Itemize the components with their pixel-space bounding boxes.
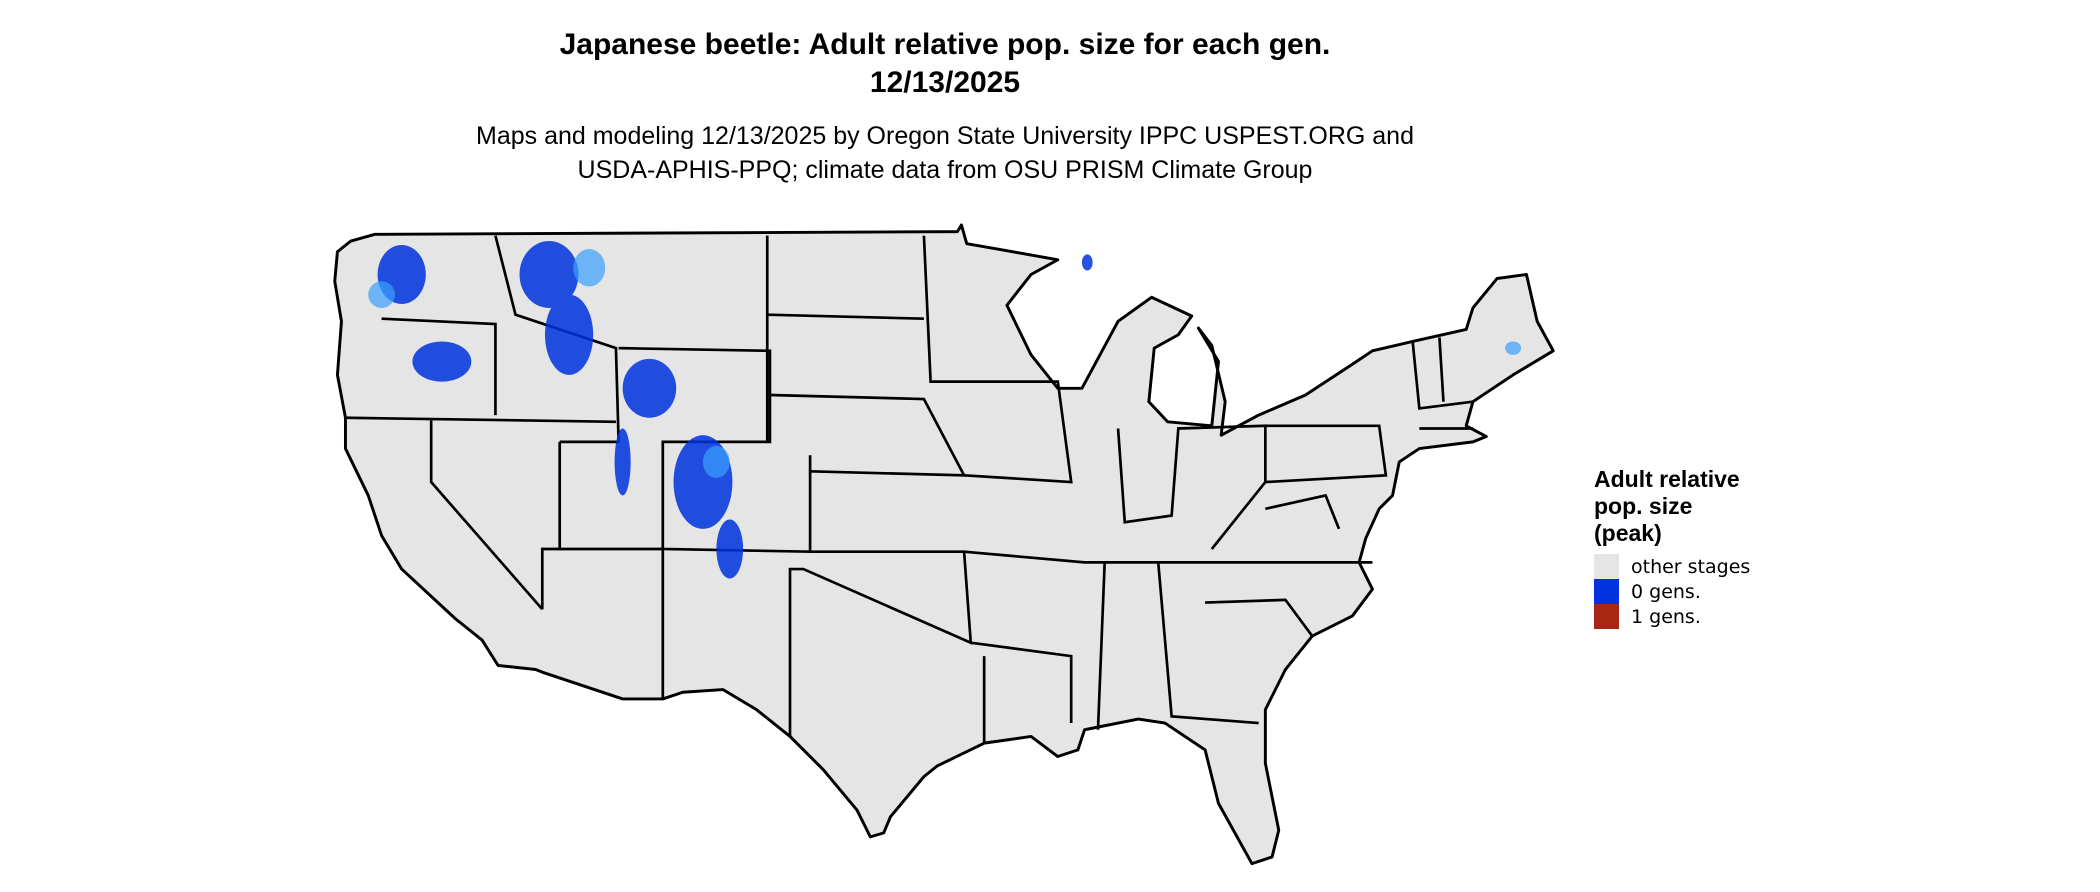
us-outline (333, 223, 1555, 866)
legend-title-line: pop. size (1594, 493, 1693, 519)
legend-item-other-stages: other stages (1594, 554, 1794, 579)
map-subtitle-line2: USDA-APHIS-PPQ; climate data from OSU PR… (577, 156, 1313, 184)
legend-swatch (1594, 554, 1619, 579)
legend-swatch (1594, 579, 1619, 604)
map-title: Japanese beetle: Adult relative pop. siz… (559, 28, 1331, 61)
legend-swatch (1594, 604, 1619, 629)
legend-item-1-gens: 1 gens. (1594, 604, 1794, 629)
legend-item-0-gens: 0 gens. (1594, 579, 1794, 604)
legend-label: other stages (1631, 555, 1751, 578)
legend-label: 0 gens. (1631, 580, 1701, 603)
map-date: 12/13/2025 (869, 66, 1021, 99)
map-subtitle-line1: Maps and modeling 12/13/2025 by Oregon S… (476, 122, 1414, 150)
zero-gens-light-areas (368, 249, 1522, 479)
legend: Adult relative pop. size (peak) other st… (1594, 466, 1794, 629)
legend-label: 1 gens. (1631, 605, 1701, 628)
legend-title-line: Adult relative (1594, 466, 1740, 492)
legend-title-line: (peak) (1594, 520, 1662, 546)
state-borders (345, 235, 1474, 744)
zero-gens-areas (377, 241, 1093, 579)
legend-title: Adult relative pop. size (peak) (1594, 466, 1794, 547)
